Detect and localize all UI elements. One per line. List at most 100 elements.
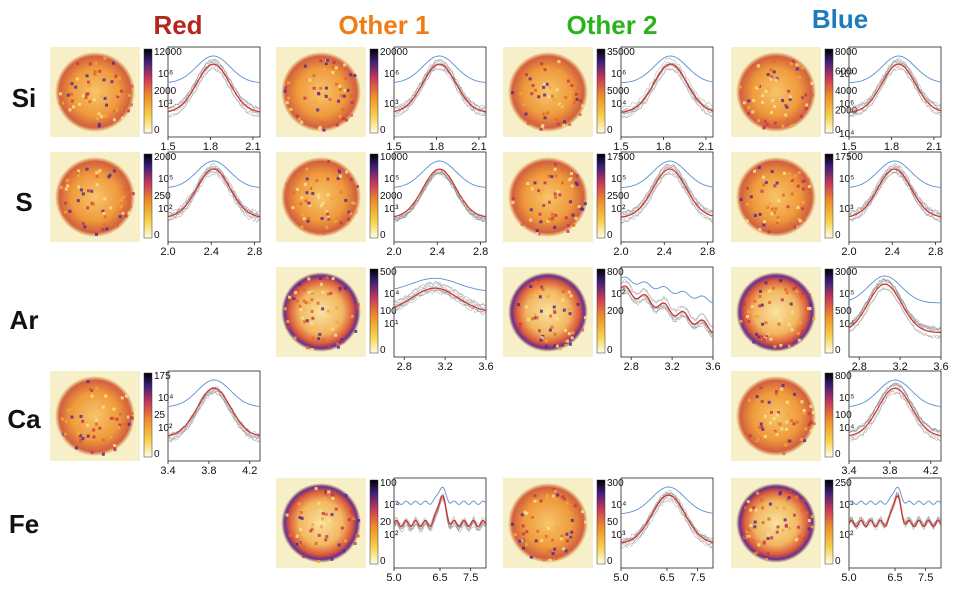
map-pixel <box>308 78 312 82</box>
map-pixel <box>77 432 81 436</box>
colorbar-exponent-label: 10² <box>839 530 854 541</box>
map-pixel <box>767 400 771 404</box>
map-pixel <box>792 422 796 426</box>
map-pixel <box>338 198 342 202</box>
map-pixel <box>533 494 537 498</box>
map-pixel <box>746 315 750 319</box>
map-pixel <box>310 348 314 352</box>
map-pixel <box>795 284 799 288</box>
map-pixel <box>530 295 534 299</box>
spectrum-axes <box>848 370 942 462</box>
map-pixel <box>340 94 344 98</box>
map-pixel <box>79 414 83 418</box>
map-pixel <box>756 491 760 495</box>
map-pixel <box>86 434 90 438</box>
map-pixel <box>91 160 95 164</box>
map-pixel <box>334 507 338 511</box>
map-pixel <box>548 85 552 89</box>
map-pixel <box>750 305 754 309</box>
map-pixel <box>743 506 747 510</box>
map-pixel <box>551 494 555 498</box>
colorbar-label: 500 <box>380 267 397 278</box>
map-pixel <box>793 392 797 396</box>
map-pixel <box>315 179 319 183</box>
map-pixel <box>318 508 322 512</box>
colorbar-label: 0 <box>607 345 613 356</box>
map-pixel <box>78 439 82 443</box>
map-pixel <box>738 85 742 89</box>
map-pixel <box>538 295 542 299</box>
map-pixel <box>319 277 323 281</box>
map-pixel <box>356 184 360 188</box>
map-pixel <box>785 291 789 295</box>
map-pixel <box>785 420 789 424</box>
colorbar-label: 2000 <box>835 106 858 117</box>
region-spectrum <box>848 62 942 113</box>
map-pixel <box>791 59 795 63</box>
map-pixel <box>303 320 307 324</box>
colorbar-label: 500 <box>835 306 852 317</box>
map-pixel <box>809 429 813 433</box>
map-pixel <box>751 110 755 114</box>
map-pixel <box>299 307 303 311</box>
mean-spectrum <box>620 168 714 218</box>
map-pixel <box>757 425 761 429</box>
colorbar-exponent-label: 10⁶ <box>384 69 399 80</box>
map-pixel <box>81 221 85 225</box>
map-pixel <box>529 293 533 297</box>
map-pixel <box>564 549 568 553</box>
map-pixel <box>115 224 119 228</box>
map-pixel <box>321 517 325 521</box>
map-pixel <box>95 183 99 187</box>
map-pixel <box>537 292 541 296</box>
map-pixel <box>109 435 113 439</box>
reference-spectrum <box>167 379 261 407</box>
map-pixel <box>70 82 74 86</box>
map-pixel <box>101 209 105 213</box>
map-pixel <box>98 169 102 173</box>
map-pixel <box>83 225 87 229</box>
map-pixel <box>786 205 790 209</box>
region-spectrum <box>848 382 942 433</box>
map-pixel <box>343 63 347 67</box>
map-pixel <box>581 328 585 332</box>
map-pixel <box>522 103 526 107</box>
map-pixel <box>533 186 537 190</box>
reference-spectrum <box>620 486 714 515</box>
map-pixel <box>511 522 515 526</box>
region-spectrum <box>393 281 487 307</box>
map-pixel <box>546 294 550 298</box>
map-pixel <box>581 104 585 108</box>
map-pixel <box>338 174 342 178</box>
map-pixel <box>790 178 794 182</box>
map-pixel <box>90 124 94 128</box>
map-pixel <box>770 170 774 174</box>
map-pixel <box>553 489 557 493</box>
map-pixel <box>95 171 99 175</box>
region-spectrum <box>393 63 487 114</box>
map-pixel <box>337 543 341 547</box>
map-pixel <box>344 539 348 543</box>
spectrum-axes <box>393 266 487 358</box>
map-pixel <box>92 98 96 102</box>
map-pixel <box>317 337 321 341</box>
map-pixel <box>522 546 526 550</box>
map-pixel <box>540 125 544 129</box>
map-pixel <box>310 298 314 302</box>
x-tick-label: 7.5 <box>463 572 478 584</box>
map-pixel <box>91 202 95 206</box>
region-spectrum <box>620 497 714 548</box>
map-pixel <box>335 123 339 127</box>
colorbar <box>824 48 834 134</box>
map-pixel <box>77 174 81 178</box>
map-pixel <box>104 114 108 118</box>
map-pixel <box>101 452 105 456</box>
map-pixel <box>796 525 800 529</box>
map-pixel <box>551 538 555 542</box>
map-pixel <box>776 525 780 529</box>
map-pixel <box>105 103 109 107</box>
spectrum-axes <box>393 46 487 138</box>
map-pixel <box>546 219 550 223</box>
map-pixel <box>305 191 309 195</box>
